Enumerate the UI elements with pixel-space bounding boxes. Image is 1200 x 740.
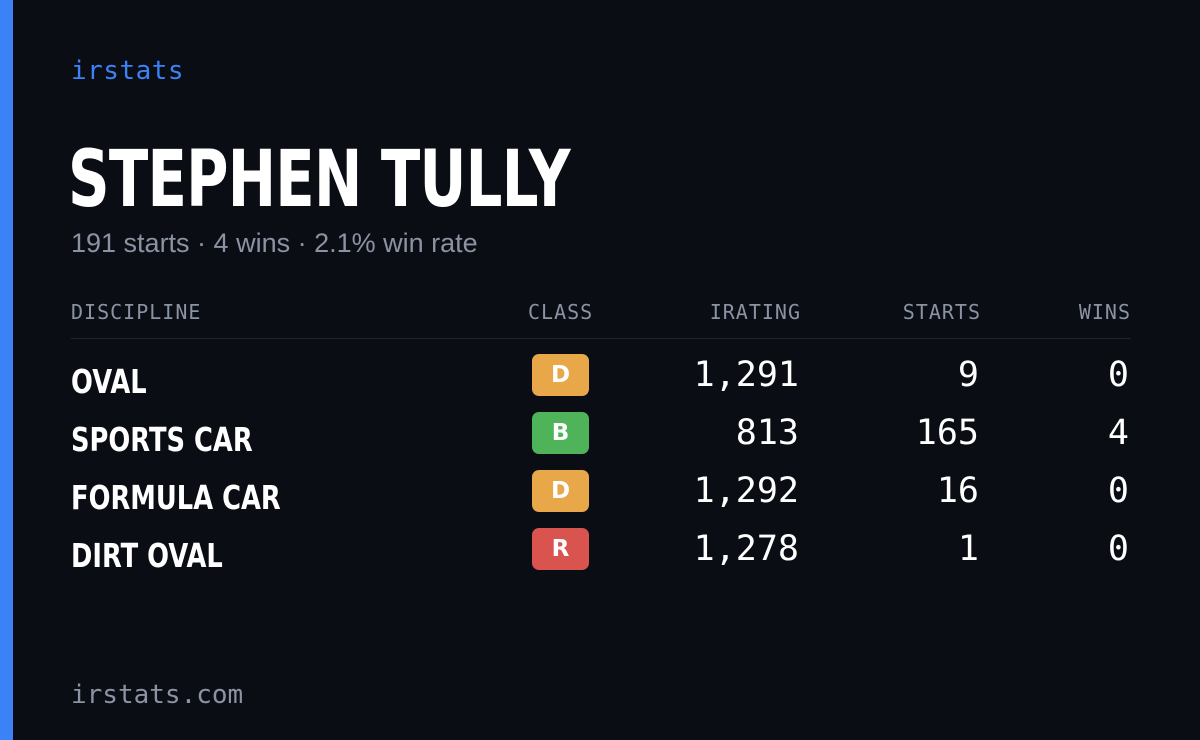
footer-url: irstats.com <box>71 680 244 710</box>
starts-value: 165 <box>915 413 979 453</box>
irating-value: 1,291 <box>693 355 799 395</box>
header-wins: WINS <box>1078 300 1131 324</box>
starts-value: 9 <box>957 355 979 395</box>
table-row: DIRT OVAL R 1,278 1 0 <box>71 528 1131 586</box>
table-header: DISCIPLINE CLASS IRATING STARTS WINS <box>71 300 1131 339</box>
irating-value: 1,278 <box>693 529 799 569</box>
table-row: FORMULA CAR D 1,292 16 0 <box>71 470 1131 528</box>
discipline-name: SPORTS CAR <box>71 420 253 459</box>
wins-value: 0 <box>1107 471 1129 511</box>
discipline-name: DIRT OVAL <box>71 536 223 575</box>
wins-value: 4 <box>1107 413 1129 453</box>
starts-value: 16 <box>936 471 979 511</box>
license-class-badge: B <box>532 412 589 454</box>
irating-value: 1,292 <box>693 471 799 511</box>
accent-bar <box>0 0 13 740</box>
brand-logo-text: irstats <box>71 56 185 86</box>
header-irating: IRATING <box>709 300 801 324</box>
driver-name: STEPHEN TULLY <box>68 135 571 225</box>
header-discipline: DISCIPLINE <box>71 300 202 324</box>
table-row: SPORTS CAR B 813 165 4 <box>71 412 1131 470</box>
table-row: OVAL D 1,291 9 0 <box>71 354 1131 412</box>
header-class: CLASS <box>528 300 594 324</box>
header-starts: STARTS <box>902 300 981 324</box>
irating-value: 813 <box>735 413 799 453</box>
license-class-badge: D <box>532 470 589 512</box>
discipline-name: OVAL <box>71 362 147 401</box>
license-class-badge: R <box>532 528 589 570</box>
wins-value: 0 <box>1107 355 1129 395</box>
wins-value: 0 <box>1107 529 1129 569</box>
starts-value: 1 <box>957 529 979 569</box>
license-class-badge: D <box>532 354 589 396</box>
driver-summary: 191 starts · 4 wins · 2.1% win rate <box>71 228 478 258</box>
discipline-name: FORMULA CAR <box>71 478 281 517</box>
